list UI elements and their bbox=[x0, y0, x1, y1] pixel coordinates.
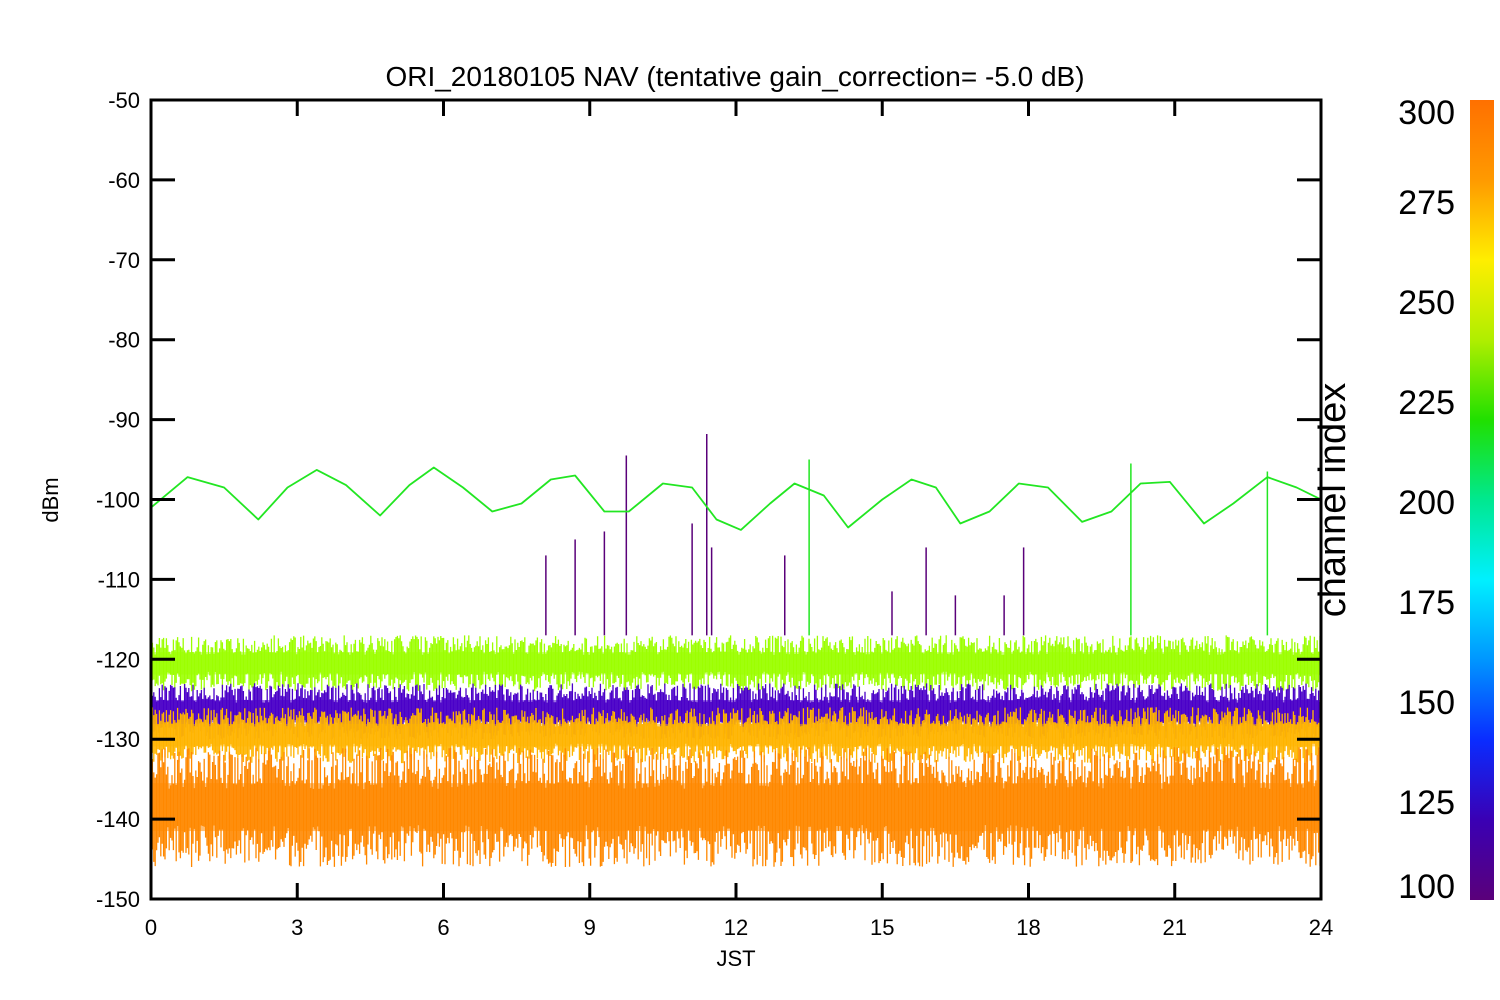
noise-band-core bbox=[151, 700, 1320, 723]
colorbar-label: channel index bbox=[1312, 383, 1354, 618]
y-tick-label: -60 bbox=[108, 168, 140, 193]
y-tick-label: -80 bbox=[108, 328, 140, 353]
x-tick-label: 15 bbox=[870, 915, 894, 940]
colorbar bbox=[1470, 100, 1494, 900]
colorbar-tick-label: 125 bbox=[1398, 784, 1455, 822]
colorbar-tick-label: 100 bbox=[1398, 868, 1455, 906]
x-tick-label: 21 bbox=[1163, 915, 1187, 940]
series-line bbox=[151, 466, 1320, 531]
colorbar-tick-label: 225 bbox=[1398, 384, 1455, 422]
x-tick-label: 6 bbox=[437, 915, 449, 940]
y-tick-label: -90 bbox=[108, 408, 140, 433]
colorbar-tick-label: 200 bbox=[1398, 484, 1455, 522]
x-axis-label: JST bbox=[716, 946, 755, 971]
y-tick-label: -70 bbox=[108, 248, 140, 273]
x-tick-label: 18 bbox=[1016, 915, 1040, 940]
y-axis-label: dBm bbox=[38, 477, 63, 522]
colorbar-ticks: 100 125 150 175 200 225 250 275 300 bbox=[1398, 94, 1455, 906]
colorbar-tick-label: 300 bbox=[1398, 94, 1455, 132]
chart-title: ORI_20180105 NAV (tentative gain_correct… bbox=[385, 61, 1084, 92]
noise-band bbox=[151, 683, 1320, 740]
noise-band-core bbox=[151, 783, 1320, 832]
y-tick-label: -150 bbox=[96, 887, 140, 912]
noise-band bbox=[151, 747, 1320, 867]
x-tick-label: 0 bbox=[145, 915, 157, 940]
y-tick-label: -120 bbox=[96, 647, 140, 672]
colorbar-tick-label: 175 bbox=[1398, 584, 1455, 622]
x-tick-label: 24 bbox=[1309, 915, 1333, 940]
y-tick-label: -140 bbox=[96, 807, 140, 832]
colorbar-tick-label: 275 bbox=[1398, 184, 1455, 222]
y-tick-label: -50 bbox=[108, 88, 140, 113]
y-tick-label: -100 bbox=[96, 488, 140, 513]
y-tick-label: -130 bbox=[96, 727, 140, 752]
axis-ticks: 0 3 6 9 12 15 18 21 24 -50 -60 -70 -80 -90 -100 -110 -12… bbox=[96, 88, 1333, 940]
x-tick-label: 12 bbox=[724, 915, 748, 940]
noise-band bbox=[151, 635, 1320, 692]
noise-band-core bbox=[151, 724, 1320, 747]
x-tick-label: 9 bbox=[584, 915, 596, 940]
noise-band bbox=[151, 707, 1320, 764]
noise-band-core bbox=[151, 652, 1320, 675]
x-tick-label: 3 bbox=[291, 915, 303, 940]
colorbar-tick-label: 150 bbox=[1398, 684, 1455, 722]
colorbar-tick-label: 250 bbox=[1398, 284, 1455, 322]
plot-area bbox=[151, 433, 1320, 867]
y-tick-label: -110 bbox=[98, 567, 140, 592]
